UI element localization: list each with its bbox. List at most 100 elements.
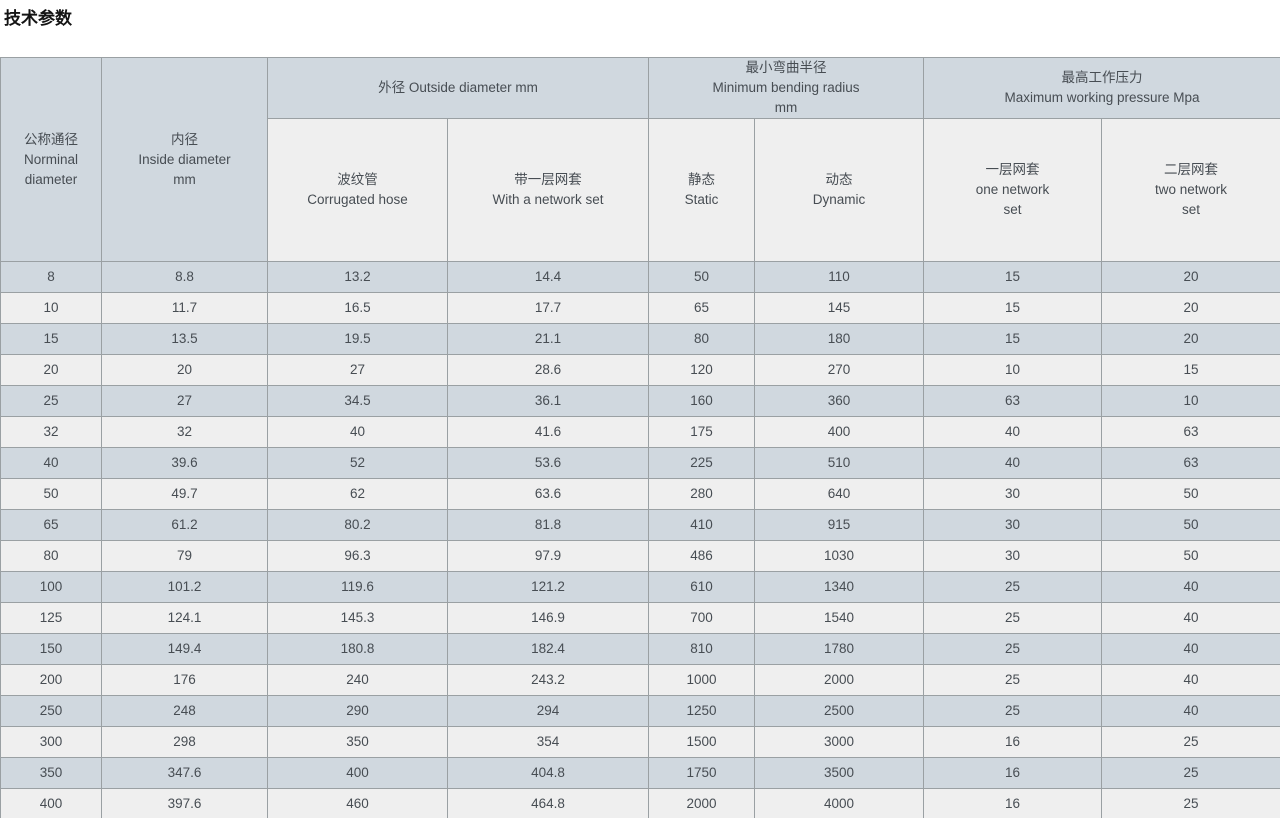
table-cell: 80: [0, 540, 102, 572]
table-cell: 410: [648, 509, 756, 541]
header-nominal-diameter: 公称通径 Norminal diameter: [0, 57, 102, 262]
table-cell: 20: [1101, 323, 1280, 355]
table-row: 200 176 240 243.2 1000 2000 25 40: [0, 664, 1280, 696]
table-row: 20 20 27 28.6 120 270 10 15: [0, 354, 1280, 386]
table-cell: 4000: [754, 788, 925, 818]
table-cell: 149.4: [101, 633, 268, 665]
table-cell: 13.2: [267, 261, 448, 293]
table-cell: 10: [1101, 385, 1280, 417]
table-cell: 15: [0, 323, 102, 355]
header-static: 静态 Static: [648, 118, 756, 262]
table-cell: 280: [648, 478, 756, 510]
table-cell: 400: [0, 788, 102, 818]
table-row: 100 101.2 119.6 121.2 610 1340 25 40: [0, 571, 1280, 603]
table-cell: 225: [648, 447, 756, 479]
table-cell: 20: [1101, 292, 1280, 324]
table-cell: 30: [923, 478, 1103, 510]
table-cell: 50: [1101, 478, 1280, 510]
table-cell: 30: [923, 540, 1103, 572]
table-cell: 486: [648, 540, 756, 572]
table-cell: 63: [1101, 416, 1280, 448]
table-cell: 50: [1101, 540, 1280, 572]
header-sub-row: 波纹管 Corrugated hose 带一层网套 With a network…: [1, 118, 1280, 262]
table-cell: 20: [1101, 261, 1280, 293]
table-cell: 25: [1101, 757, 1280, 789]
table-cell: 65: [648, 292, 756, 324]
table-cell: 400: [754, 416, 925, 448]
table-cell: 1780: [754, 633, 925, 665]
table-cell: 28.6: [446, 354, 650, 386]
table-row: 10 11.7 16.5 17.7 65 145 15 20: [0, 292, 1280, 324]
table-cell: 610: [648, 571, 756, 603]
header-group-row: 公称通径 Norminal diameter 内径 Inside diamete…: [0, 57, 1280, 262]
table-cell: 1030: [754, 540, 925, 572]
table-cell: 63.6: [446, 478, 650, 510]
table-cell: 270: [754, 354, 925, 386]
table-cell: 40: [267, 416, 448, 448]
table-cell: 19.5: [267, 323, 448, 355]
table-cell: 700: [648, 602, 756, 634]
header-outside-diameter-group: 外径 Outside diameter mm: [266, 57, 650, 119]
table-row: 32 32 40 41.6 175 400 40 63: [0, 416, 1280, 448]
table-cell: 119.6: [267, 571, 448, 603]
table-cell: 11.7: [101, 292, 268, 324]
table-cell: 350: [267, 726, 448, 758]
table-cell: 15: [923, 292, 1103, 324]
table-cell: 101.2: [101, 571, 268, 603]
table-cell: 120: [648, 354, 756, 386]
table-cell: 1540: [754, 602, 925, 634]
header-one-network-set: 一层网套 one network set: [923, 118, 1103, 262]
table-cell: 175: [648, 416, 756, 448]
table-cell: 25: [923, 695, 1103, 727]
header-with-network-set: 带一层网套 With a network set: [446, 118, 650, 262]
table-cell: 1000: [648, 664, 756, 696]
table-cell: 80.2: [267, 509, 448, 541]
table-row: 8 8.8 13.2 14.4 50 110 15 20: [0, 261, 1280, 293]
table-cell: 25: [1101, 788, 1280, 818]
table-cell: 40: [1101, 664, 1280, 696]
table-cell: 40: [923, 447, 1103, 479]
table-cell: 294: [446, 695, 650, 727]
table-cell: 8.8: [101, 261, 268, 293]
table-cell: 404.8: [446, 757, 650, 789]
table-cell: 2000: [648, 788, 756, 818]
header-bending-radius-group: 最小弯曲半径 Minimum bending radius mm: [648, 57, 925, 119]
table-cell: 81.8: [446, 509, 650, 541]
table-cell: 915: [754, 509, 925, 541]
table-cell: 16: [923, 726, 1103, 758]
table-row: 25 27 34.5 36.1 160 360 63 10: [0, 385, 1280, 417]
table-row: 250 248 290 294 1250 2500 25 40: [0, 695, 1280, 727]
table-cell: 460: [267, 788, 448, 818]
table-cell: 510: [754, 447, 925, 479]
table-cell: 640: [754, 478, 925, 510]
table-cell: 10: [0, 292, 102, 324]
table-cell: 360: [754, 385, 925, 417]
table-cell: 61.2: [101, 509, 268, 541]
table-cell: 25: [923, 602, 1103, 634]
table-cell: 810: [648, 633, 756, 665]
table-cell: 176: [101, 664, 268, 696]
table-cell: 30: [923, 509, 1103, 541]
table-cell: 15: [1101, 354, 1280, 386]
table-row: 65 61.2 80.2 81.8 410 915 30 50: [0, 509, 1280, 541]
table-cell: 2000: [754, 664, 925, 696]
table-cell: 180: [754, 323, 925, 355]
header-pressure-group: 最高工作压力 Maximum working pressure Mpa: [923, 57, 1280, 119]
table-cell: 40: [923, 416, 1103, 448]
table-cell: 97.9: [446, 540, 650, 572]
table-cell: 36.1: [446, 385, 650, 417]
table-cell: 16: [923, 788, 1103, 818]
table-cell: 49.7: [101, 478, 268, 510]
table-cell: 100: [0, 571, 102, 603]
table-cell: 145: [754, 292, 925, 324]
table-cell: 50: [1101, 509, 1280, 541]
table-cell: 16.5: [267, 292, 448, 324]
table-row: 50 49.7 62 63.6 280 640 30 50: [0, 478, 1280, 510]
table-cell: 1500: [648, 726, 756, 758]
table-cell: 8: [0, 261, 102, 293]
table-cell: 80: [648, 323, 756, 355]
table-cell: 146.9: [446, 602, 650, 634]
table-cell: 180.8: [267, 633, 448, 665]
table-cell: 250: [0, 695, 102, 727]
